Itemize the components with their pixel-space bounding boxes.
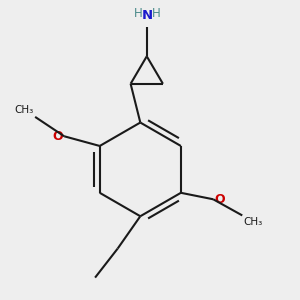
Text: H: H bbox=[134, 7, 143, 20]
Text: CH₃: CH₃ bbox=[14, 105, 34, 115]
Text: H: H bbox=[152, 7, 161, 20]
Text: CH₃: CH₃ bbox=[244, 217, 263, 227]
Text: O: O bbox=[52, 130, 63, 143]
Text: N: N bbox=[142, 9, 153, 22]
Text: O: O bbox=[215, 193, 225, 206]
